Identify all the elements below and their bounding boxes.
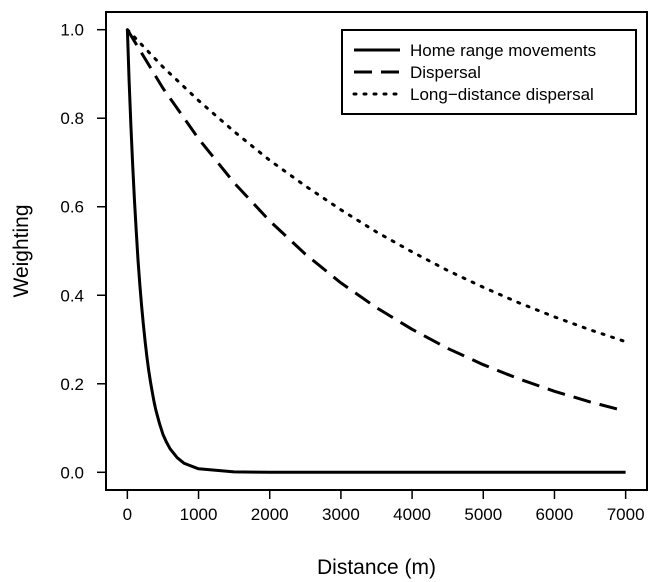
x-tick-label: 1000	[180, 505, 218, 524]
legend-label: Long−distance dispersal	[410, 85, 594, 104]
y-tick-label: 0.6	[60, 198, 84, 217]
x-tick-label: 6000	[536, 505, 574, 524]
series-layer	[125, 28, 628, 474]
y-tick-label: 1.0	[60, 21, 84, 40]
y-axis: 0.0 0.2 0.4 0.6 0.8 1.0	[60, 21, 106, 482]
series-line-1	[126, 28, 626, 413]
y-tick-label: 0.4	[60, 286, 84, 305]
x-tick-label: 4000	[393, 505, 431, 524]
x-tick-label: 7000	[607, 505, 645, 524]
legend: Home range movements Dispersal Long−distan…	[341, 29, 637, 115]
legend-label: Dispersal	[410, 63, 481, 82]
plot-frame	[105, 11, 648, 491]
x-tick-label: 2000	[251, 505, 289, 524]
x-axis-title: Distance (m)	[317, 556, 436, 579]
x-tick-label: 3000	[322, 505, 360, 524]
x-axis: 0 1000 2000 3000 4000 5000 6000 7000	[123, 490, 645, 524]
x-tick-label: 5000	[464, 505, 502, 524]
y-axis-title: Weighting	[10, 204, 33, 297]
y-tick-label: 0.0	[60, 463, 84, 482]
y-tick-label: 0.2	[60, 375, 84, 394]
legend-label: Home range movements	[410, 41, 596, 60]
series-line-0	[125, 29, 626, 474]
series-line-2	[125, 28, 628, 344]
x-tick-label: 0	[123, 505, 132, 524]
y-tick-label: 0.8	[60, 109, 84, 128]
